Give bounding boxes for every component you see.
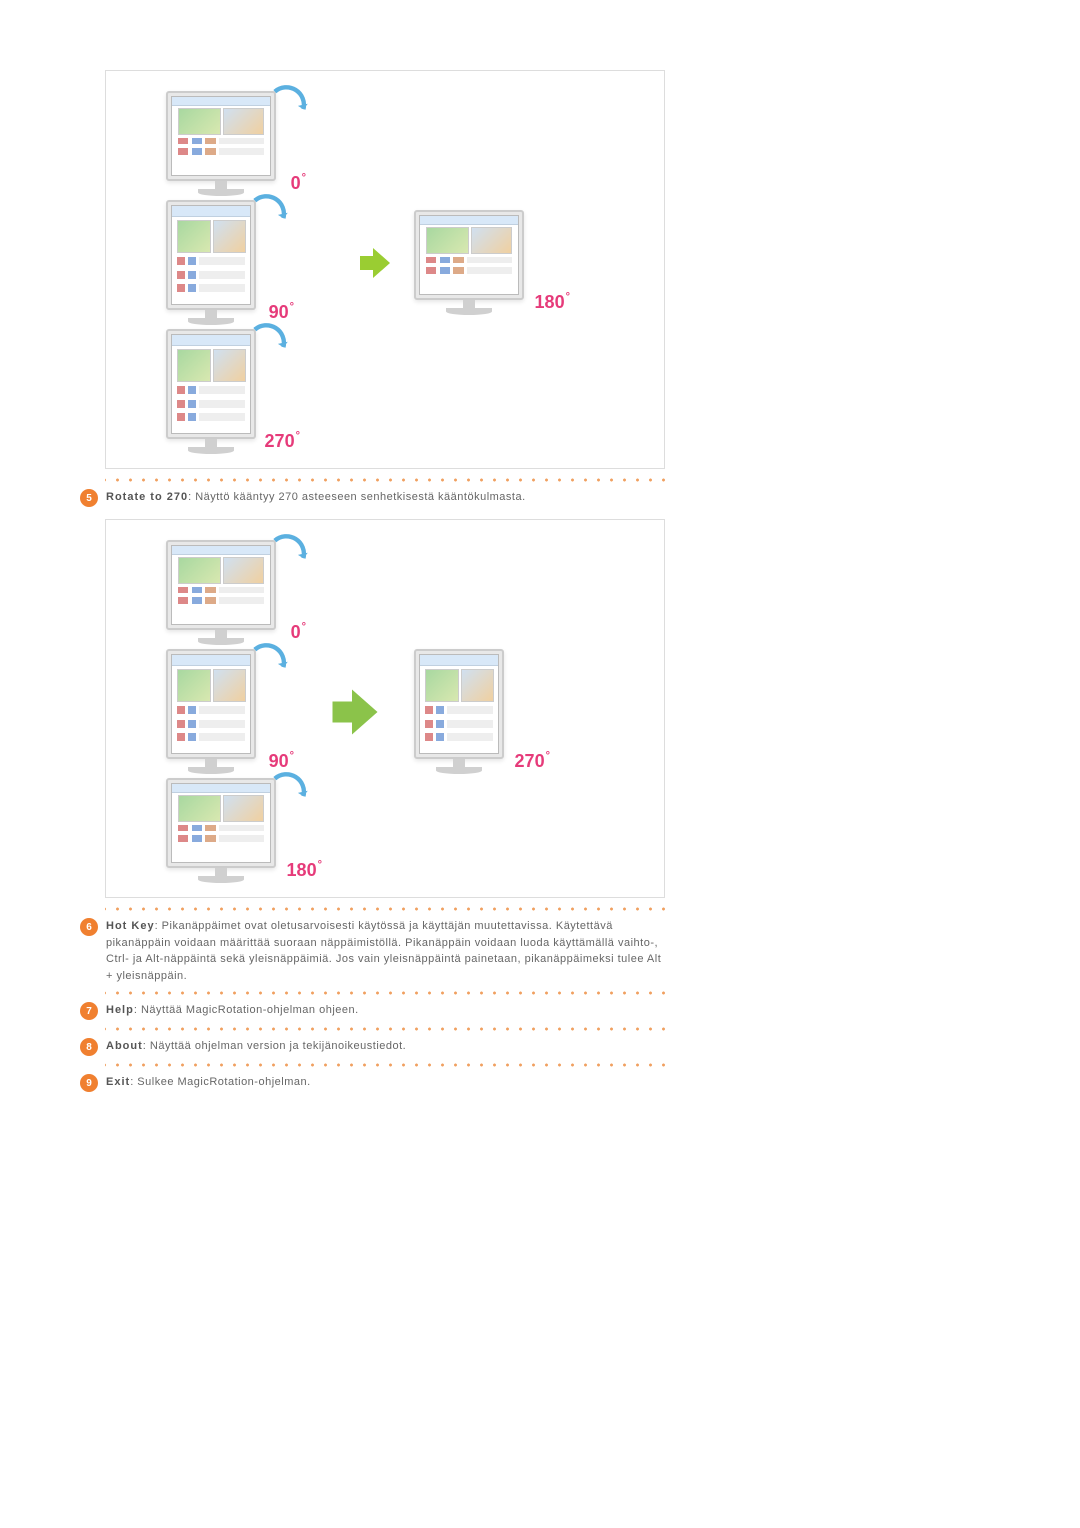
list-item-6: 6 Hot Key: Pikanäppäimet ovat oletusarvo… — [80, 918, 665, 984]
dotted-divider — [105, 1026, 665, 1032]
item-text: About: Näyttää ohjelman version ja tekij… — [106, 1038, 665, 1055]
degree-label: 90° — [269, 302, 294, 323]
rotation-diagram-2: 0° 90° — [105, 519, 665, 898]
list-item-9: 9 Exit: Sulkee MagicRotation-ohjelman. — [80, 1074, 665, 1092]
bullet-number: 7 — [80, 1002, 98, 1020]
monitor-step-180: 180° — [166, 778, 276, 883]
monitor-step-90: 90° — [166, 200, 256, 325]
bullet-number: 5 — [80, 489, 98, 507]
degree-label: 180° — [535, 292, 570, 313]
monitor-result-270: 270° — [414, 649, 504, 774]
rotation-arc-icon — [266, 772, 310, 816]
rotation-diagram-1: 0° 90° — [105, 70, 665, 469]
bullet-number: 9 — [80, 1074, 98, 1092]
arrow-right-icon — [360, 248, 390, 278]
degree-label: 270° — [265, 431, 300, 452]
rotation-arc-icon — [266, 534, 310, 578]
degree-label: 90° — [269, 751, 294, 772]
degree-label: 270° — [515, 751, 550, 772]
bullet-number: 6 — [80, 918, 98, 936]
dotted-divider — [105, 477, 665, 483]
arrow-right-icon — [333, 689, 378, 734]
degree-label: 0° — [291, 622, 306, 643]
bullet-number: 8 — [80, 1038, 98, 1056]
item-text: Help: Näyttää MagicRotation-ohjelman ohj… — [106, 1002, 665, 1019]
monitor-step-0: 0° — [166, 540, 276, 645]
item-text: Rotate to 270: Näyttö kääntyy 270 astees… — [106, 489, 665, 506]
rotation-arc-icon — [246, 643, 290, 687]
rotation-arc-icon — [246, 323, 290, 367]
monitor-step-270: 270° — [166, 329, 256, 454]
rotation-arc-icon — [246, 194, 290, 238]
degree-label: 0° — [291, 173, 306, 194]
item-text: Exit: Sulkee MagicRotation-ohjelman. — [106, 1074, 665, 1091]
degree-label: 180° — [287, 860, 322, 881]
dotted-divider — [105, 1062, 665, 1068]
monitor-result-180: 180° — [414, 210, 524, 315]
item-text: Hot Key: Pikanäppäimet ovat oletusarvois… — [106, 918, 665, 984]
list-item-8: 8 About: Näyttää ohjelman version ja tek… — [80, 1038, 665, 1056]
monitor-step-90: 90° — [166, 649, 256, 774]
dotted-divider — [105, 906, 665, 912]
dotted-divider — [105, 990, 665, 996]
list-item-7: 7 Help: Näyttää MagicRotation-ohjelman o… — [80, 1002, 665, 1020]
rotation-arc-icon — [266, 85, 310, 129]
list-item-5: 5 Rotate to 270: Näyttö kääntyy 270 aste… — [80, 489, 665, 507]
monitor-step-0: 0° — [166, 91, 276, 196]
